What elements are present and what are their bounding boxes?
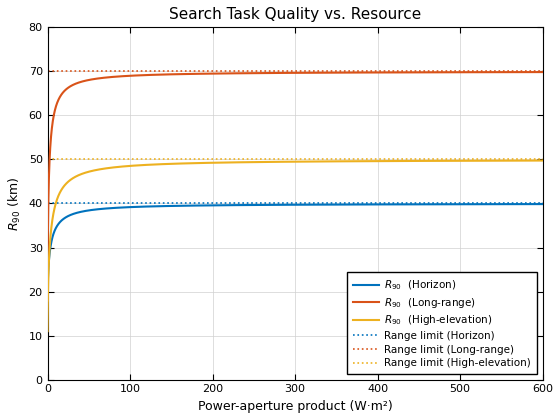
$R_{90}$  (High-elevation)	[539, 158, 546, 163]
$R_{90}$  (High-elevation)	[476, 158, 483, 163]
Range limit (High-elevation)	[44, 157, 51, 162]
Line: $R_{90}$  (Long-range): $R_{90}$ (Long-range)	[48, 72, 543, 300]
Range limit (Horizon)	[45, 201, 52, 206]
$R_{90}$  (Horizon)	[130, 205, 137, 210]
$R_{90}$  (Long-range)	[101, 75, 108, 80]
Line: $R_{90}$  (High-elevation): $R_{90}$ (High-elevation)	[48, 160, 543, 331]
Y-axis label: $R_{90}$ (km): $R_{90}$ (km)	[7, 176, 23, 231]
$R_{90}$  (Horizon)	[234, 202, 241, 207]
$R_{90}$  (High-elevation)	[44, 329, 51, 334]
Range limit (High-elevation)	[45, 157, 52, 162]
$R_{90}$  (Horizon)	[255, 202, 262, 207]
$R_{90}$  (Long-range)	[130, 73, 137, 78]
$R_{90}$  (Long-range)	[476, 70, 483, 75]
Range limit (Long-range)	[45, 69, 52, 74]
$R_{90}$  (Long-range)	[234, 71, 241, 76]
$R_{90}$  (Long-range)	[539, 70, 546, 75]
$R_{90}$  (High-elevation)	[255, 160, 262, 165]
$R_{90}$  (Horizon)	[44, 298, 51, 303]
$R_{90}$  (High-elevation)	[529, 158, 536, 163]
Range limit (Long-range)	[44, 69, 51, 74]
Range limit (Horizon)	[44, 201, 51, 206]
$R_{90}$  (Long-range)	[529, 70, 536, 75]
X-axis label: Power-aperture product (W·m²): Power-aperture product (W·m²)	[198, 400, 393, 413]
Line: $R_{90}$  (Horizon): $R_{90}$ (Horizon)	[48, 204, 543, 300]
$R_{90}$  (Horizon)	[101, 206, 108, 211]
$R_{90}$  (Horizon)	[476, 202, 483, 207]
$R_{90}$  (Long-range)	[44, 298, 51, 303]
$R_{90}$  (High-elevation)	[234, 160, 241, 165]
Title: Search Task Quality vs. Resource: Search Task Quality vs. Resource	[169, 7, 421, 22]
Legend: $R_{90}$  (Horizon), $R_{90}$  (Long-range), $R_{90}$  (High-elevation), Range l: $R_{90}$ (Horizon), $R_{90}$ (Long-range…	[347, 272, 538, 375]
$R_{90}$  (High-elevation)	[130, 163, 137, 168]
$R_{90}$  (High-elevation)	[101, 166, 108, 171]
$R_{90}$  (Long-range)	[255, 71, 262, 76]
$R_{90}$  (Horizon)	[529, 202, 536, 207]
$R_{90}$  (Horizon)	[539, 202, 546, 207]
